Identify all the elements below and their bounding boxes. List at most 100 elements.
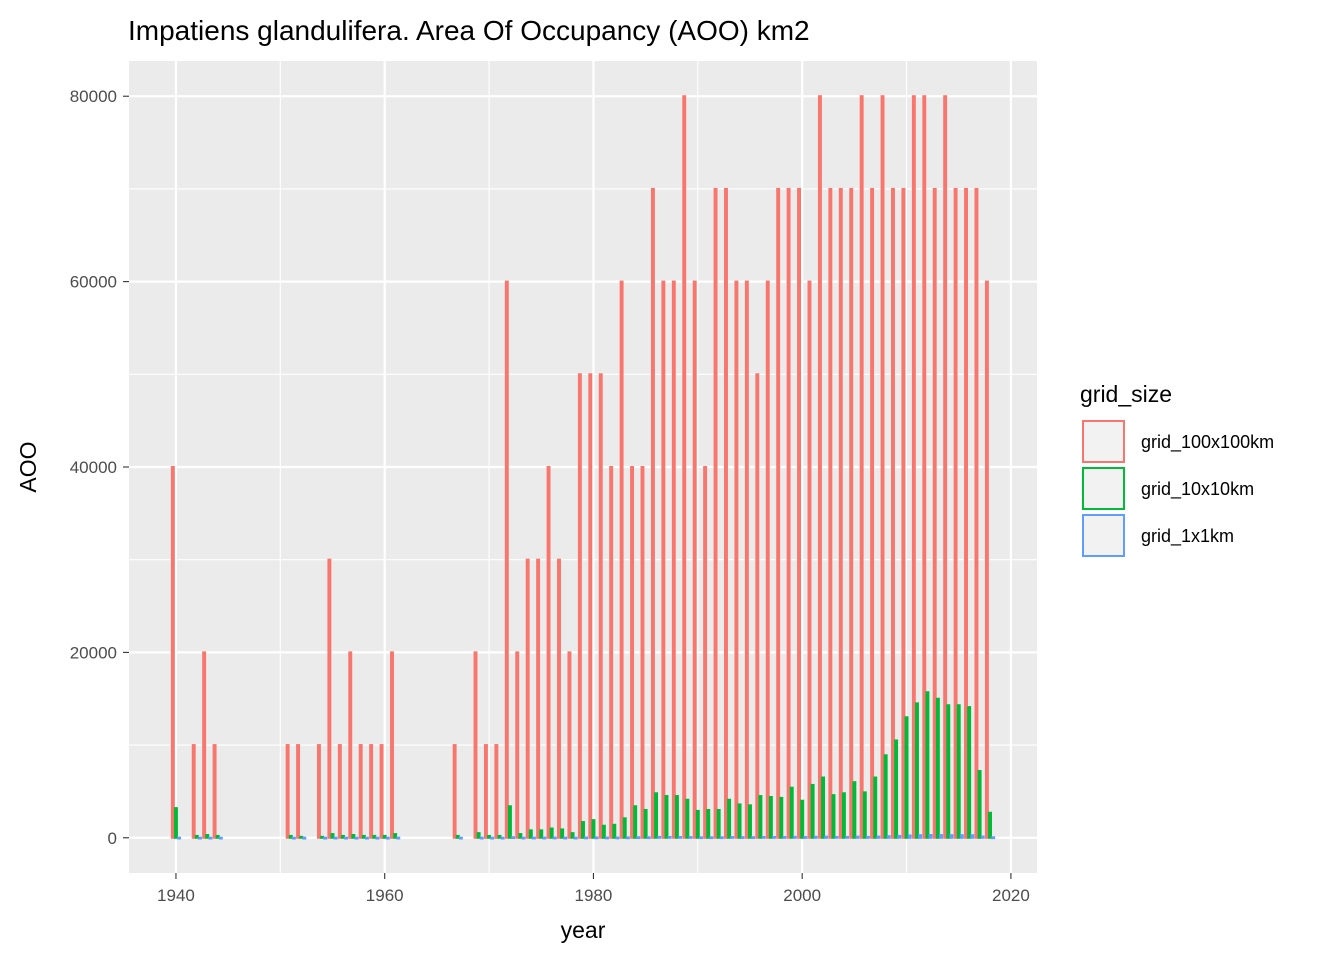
bar-grid_1x1km-2001 — [813, 835, 818, 839]
bar-grid_10x10km-1951 — [288, 834, 293, 839]
bar-grid_1x1km-1956 — [344, 836, 349, 840]
bar-grid_10x10km-2009 — [894, 739, 899, 839]
bar-grid_1x1km-1959 — [375, 836, 380, 840]
bar-grid_100x100km-1980 — [588, 373, 593, 839]
bar-grid_1x1km-1954 — [323, 836, 328, 840]
bar-grid_10x10km-1983 — [622, 817, 627, 839]
bar-grid_1x1km-1994 — [740, 836, 745, 839]
bar-grid_10x10km-2004 — [841, 792, 846, 839]
bar-grid_1x1km-1979 — [584, 836, 589, 840]
x-tick-label: 1940 — [157, 886, 195, 905]
bar-grid_1x1km-2012 — [928, 834, 933, 839]
bar-grid_1x1km-2017 — [980, 835, 985, 839]
bar-grid_10x10km-1973 — [518, 833, 523, 839]
bar-grid_100x100km-1987 — [661, 280, 666, 839]
bar-grid_1x1km-1960 — [385, 836, 390, 840]
bar-grid_100x100km-2012 — [922, 95, 927, 839]
bar-grid_10x10km-1978 — [570, 832, 575, 839]
bar-grid_100x100km-1971 — [494, 744, 499, 839]
bar-grid_100x100km-1979 — [577, 373, 582, 839]
bar-grid_10x10km-1955 — [330, 833, 335, 839]
bar-grid_100x100km-2008 — [880, 95, 885, 839]
bar-grid_1x1km-1974 — [531, 836, 536, 840]
bar-grid_10x10km-2008 — [883, 754, 888, 839]
bar-grid_10x10km-1981 — [601, 824, 606, 839]
bar-grid_10x10km-1970 — [487, 834, 492, 839]
bar-grid_10x10km-1974 — [528, 829, 533, 839]
bar-grid_100x100km-1997 — [765, 280, 770, 839]
legend-key-bg — [1083, 515, 1124, 556]
bar-grid_1x1km-1998 — [782, 836, 787, 839]
bar-grid_1x1km-1958 — [364, 836, 369, 840]
bar-grid_1x1km-1955 — [333, 836, 338, 840]
bar-grid_10x10km-1986 — [654, 792, 659, 839]
bar-grid_10x10km-1999 — [789, 786, 794, 839]
bar-grid_10x10km-1958 — [361, 834, 366, 839]
bar-grid_1x1km-1997 — [772, 835, 776, 839]
bar-grid_1x1km-1983 — [625, 836, 630, 840]
bar-grid_100x100km-2017 — [974, 187, 979, 839]
bar-grid_1x1km-1952 — [302, 836, 307, 840]
bar-grid_100x100km-1973 — [515, 651, 520, 839]
x-tick-label: 1960 — [366, 886, 404, 905]
legend-key-bg — [1083, 468, 1124, 509]
bar-grid_100x100km-1942 — [191, 744, 196, 839]
series-grid_1x1km — [177, 834, 996, 840]
bar-grid_100x100km-1984 — [630, 466, 635, 839]
bar-grid_10x10km-2015 — [956, 704, 961, 839]
bar-grid_10x10km-1995 — [748, 804, 752, 839]
y-tick-label: 80000 — [70, 87, 117, 106]
bar-grid_10x10km-1967 — [455, 834, 460, 839]
bar-grid_1x1km-1943 — [208, 836, 213, 840]
bar-grid_10x10km-2002 — [821, 776, 826, 839]
bar-grid_1x1km-2010 — [907, 834, 912, 839]
bar-grid_10x10km-2012 — [925, 691, 930, 839]
legend-key-grid_100x100km — [1082, 420, 1125, 463]
bar-grid_100x100km-2006 — [859, 95, 864, 839]
bar-grid_1x1km-2014 — [949, 834, 954, 839]
bar-grid_10x10km-1982 — [612, 823, 617, 839]
y-tick-label: 60000 — [70, 273, 117, 292]
bar-grid_100x100km-1960 — [379, 744, 384, 839]
bar-grid_10x10km-1972 — [507, 805, 512, 839]
bar-grid_100x100km-2013 — [932, 187, 937, 839]
bar-grid_1x1km-1976 — [552, 836, 557, 840]
bars-layer — [170, 95, 996, 840]
bar-grid_100x100km-1940 — [170, 466, 175, 839]
bar-grid_100x100km-2003 — [828, 187, 833, 839]
bar-grid_100x100km-1985 — [640, 466, 645, 839]
bar-grid_10x10km-1957 — [351, 834, 356, 839]
bar-grid_10x10km-1985 — [643, 808, 648, 839]
bar-grid_1x1km-2004 — [845, 835, 850, 839]
bar-grid_1x1km-1971 — [500, 836, 505, 840]
bar-grid_1x1km-1942 — [198, 836, 202, 840]
legend-title: grid_size — [1080, 381, 1172, 407]
bar-grid_100x100km-1988 — [671, 280, 676, 839]
bar-grid_100x100km-1944 — [212, 744, 217, 839]
bar-grid_10x10km-1956 — [340, 834, 345, 839]
bar-grid_1x1km-1957 — [354, 836, 359, 840]
y-tick-label: 40000 — [70, 458, 117, 477]
bar-grid_100x100km-1977 — [557, 558, 561, 839]
bar-grid_10x10km-2001 — [810, 783, 815, 839]
legend-key-grid_10x10km — [1082, 467, 1125, 510]
bar-grid_100x100km-2014 — [943, 95, 948, 839]
bar-grid_1x1km-1986 — [657, 835, 662, 839]
bar-grid_1x1km-1975 — [542, 836, 547, 840]
bar-grid_10x10km-1996 — [758, 795, 763, 839]
bar-grid_10x10km-2013 — [935, 697, 940, 839]
bar-grid_1x1km-1977 — [563, 836, 568, 840]
y-tick-label: 0 — [108, 829, 117, 848]
legend-key-grid_1x1km — [1082, 514, 1125, 557]
bar-grid_100x100km-1992 — [713, 187, 718, 839]
bar-grid_1x1km-2005 — [855, 835, 860, 839]
bar-grid_10x10km-2003 — [831, 794, 836, 839]
bar-grid_100x100km-1983 — [619, 280, 624, 839]
bar-grid_10x10km-1979 — [581, 821, 585, 839]
y-tick-label: 20000 — [70, 643, 117, 662]
bar-grid_100x100km-1998 — [776, 187, 781, 839]
bar-grid_10x10km-1993 — [727, 798, 732, 839]
bar-grid_1x1km-1981 — [605, 836, 609, 840]
bar-grid_10x10km-1992 — [716, 808, 721, 839]
bar-grid_1x1km-1995 — [751, 836, 756, 839]
